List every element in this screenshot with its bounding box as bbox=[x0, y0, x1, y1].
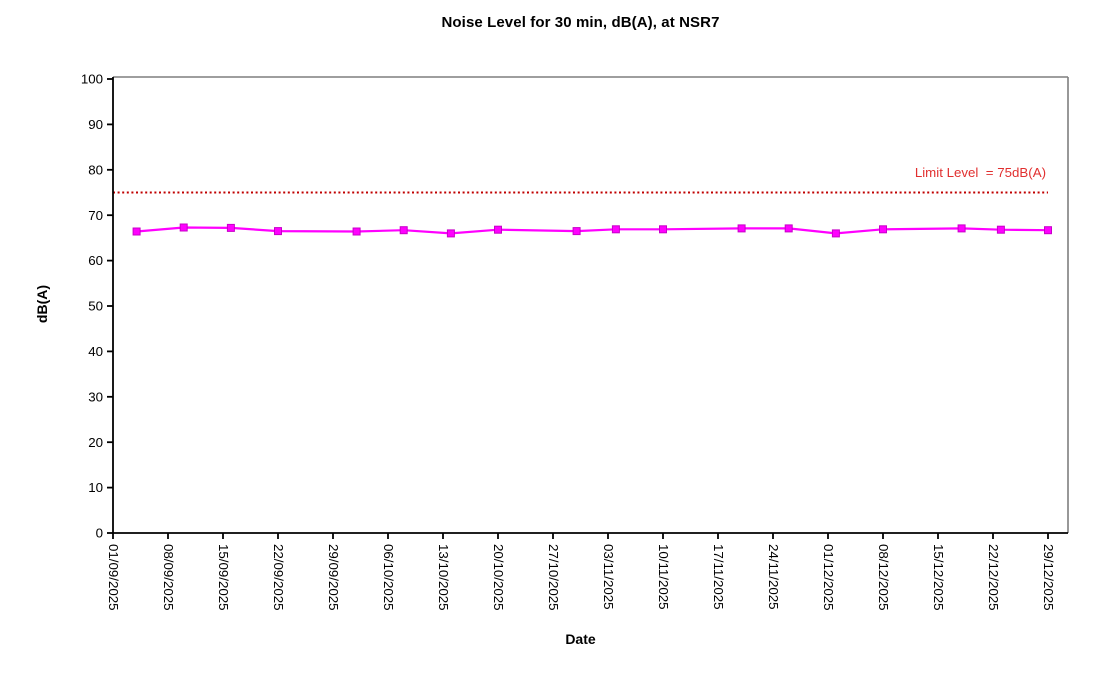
y-tick-label: 10 bbox=[88, 480, 103, 495]
x-tick-label: 17/11/2025 bbox=[711, 544, 726, 610]
data-point-marker bbox=[446, 229, 455, 238]
x-tick-label: 20/10/2025 bbox=[491, 544, 506, 611]
data-point-marker bbox=[494, 225, 502, 234]
y-tick-label: 80 bbox=[88, 162, 103, 177]
data-point-marker bbox=[611, 225, 620, 234]
x-tick-label: 01/09/2025 bbox=[106, 544, 121, 611]
x-tick-label: 06/10/2025 bbox=[381, 544, 396, 611]
data-point-marker bbox=[996, 225, 1005, 234]
data-point-marker bbox=[737, 224, 746, 233]
y-tick-label: 90 bbox=[88, 117, 103, 132]
y-tick-label: 60 bbox=[88, 253, 103, 268]
data-point-marker bbox=[132, 227, 141, 236]
limit-line-label: Limit Level = 75dB(A) bbox=[915, 165, 1046, 180]
x-tick-label: 22/12/2025 bbox=[986, 544, 1001, 611]
x-axis-title: Date bbox=[565, 631, 596, 647]
y-tick-label: 70 bbox=[88, 208, 103, 223]
y-tick-label: 20 bbox=[88, 435, 103, 450]
y-axis-title: dB(A) bbox=[34, 284, 50, 324]
y-tick-label: 30 bbox=[88, 389, 103, 404]
x-tick-label: 22/09/2025 bbox=[271, 544, 286, 611]
data-point-marker bbox=[957, 224, 966, 233]
x-tick-label: 15/12/2025 bbox=[931, 544, 946, 611]
data-point-marker bbox=[784, 224, 793, 233]
x-tick-label: 13/10/2025 bbox=[436, 544, 451, 611]
data-point-marker bbox=[352, 227, 361, 236]
chart-title: Noise Level for 30 min, dB(A), at NSR7 bbox=[441, 14, 720, 31]
data-point-marker bbox=[831, 229, 840, 238]
data-point-marker bbox=[226, 223, 235, 232]
y-tick-label: 100 bbox=[81, 72, 103, 87]
data-point-marker bbox=[179, 223, 188, 232]
data-point-marker bbox=[1044, 226, 1052, 235]
x-tick-label: 08/09/2025 bbox=[161, 544, 176, 611]
x-tick-label: 29/12/2025 bbox=[1041, 544, 1056, 611]
x-tick-label: 10/11/2025 bbox=[656, 544, 671, 610]
series-line bbox=[136, 226, 1049, 235]
x-tick-label: 03/11/2025 bbox=[601, 544, 616, 610]
data-point-marker bbox=[659, 225, 667, 234]
x-tick-label: 27/10/2025 bbox=[546, 544, 561, 611]
x-tick-label: 01/12/2025 bbox=[821, 544, 836, 611]
x-tick-label: 29/09/2025 bbox=[326, 544, 341, 611]
y-tick-label: 0 bbox=[96, 526, 103, 541]
x-tick-label: 15/09/2025 bbox=[216, 544, 231, 611]
x-tick-label: 08/12/2025 bbox=[876, 544, 891, 611]
data-point-marker bbox=[572, 227, 581, 236]
data-point-marker bbox=[274, 227, 282, 236]
x-tick-label: 24/11/2025 bbox=[766, 544, 781, 610]
y-tick-label: 50 bbox=[88, 299, 103, 314]
data-point-marker bbox=[879, 225, 887, 234]
data-point-marker bbox=[399, 226, 408, 235]
y-tick-label: 40 bbox=[88, 344, 103, 359]
